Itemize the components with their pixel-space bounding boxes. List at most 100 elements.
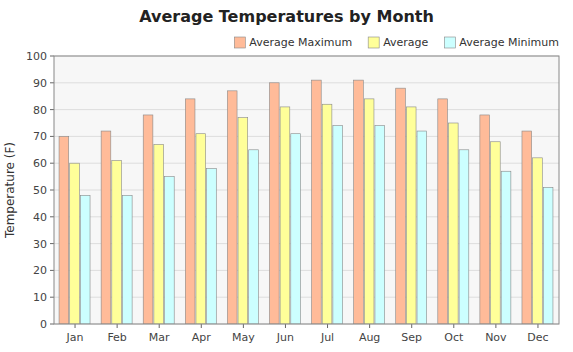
x-tick — [159, 324, 160, 328]
x-tick — [327, 324, 328, 328]
x-tick — [285, 324, 286, 328]
y-tick-label: 50 — [33, 184, 47, 197]
x-tick-label: Aug — [359, 331, 380, 344]
plot-frame — [54, 56, 559, 324]
bar — [438, 99, 448, 324]
x-tick — [117, 324, 118, 328]
grid-line — [54, 109, 559, 110]
y-tick — [50, 270, 54, 271]
x-tick-label: Oct — [444, 331, 464, 344]
bar — [70, 163, 80, 324]
legend-swatch — [444, 37, 455, 48]
y-tick-label: 20 — [33, 264, 47, 277]
y-tick — [50, 216, 54, 217]
x-tick — [411, 324, 412, 328]
y-tick — [50, 82, 54, 83]
bar — [154, 144, 164, 324]
x-tick-label: Sep — [401, 331, 422, 344]
x-tick-label: Jan — [66, 331, 84, 344]
bar — [396, 88, 406, 324]
legend-label: Average Minimum — [459, 36, 559, 49]
bar — [80, 195, 90, 324]
x-tick-label: Jun — [276, 331, 294, 344]
chart-container: Average Temperatures by Month Temperature… — [0, 0, 573, 352]
bar — [522, 131, 532, 324]
bar — [207, 169, 217, 324]
legend-label: Average Maximum — [249, 36, 352, 49]
x-tick — [453, 324, 454, 328]
bar — [322, 104, 332, 324]
x-tick — [243, 324, 244, 328]
bar — [101, 131, 111, 324]
chart: Average Temperatures by Month Temperature… — [0, 0, 573, 352]
bar — [375, 126, 385, 324]
bar — [196, 134, 206, 324]
bar — [280, 107, 290, 324]
x-tick — [201, 324, 202, 328]
y-tick-label: 30 — [33, 238, 47, 251]
y-tick — [50, 163, 54, 164]
x-tick-label: May — [232, 331, 255, 344]
bar — [354, 80, 364, 324]
bar — [269, 83, 279, 324]
x-tick-label: Feb — [107, 331, 126, 344]
y-tick — [50, 324, 54, 325]
bar — [143, 115, 153, 324]
y-tick-label: 0 — [40, 318, 47, 331]
y-tick-label: 90 — [33, 77, 47, 90]
bar — [459, 150, 469, 324]
legend-item: Average — [368, 36, 428, 49]
bar — [406, 107, 416, 324]
bar — [312, 80, 322, 324]
legend-item: Average Maximum — [234, 36, 352, 49]
y-tick-label: 70 — [33, 130, 47, 143]
y-tick-label: 40 — [33, 211, 47, 224]
bar — [112, 161, 122, 324]
y-tick — [50, 56, 54, 57]
bar — [291, 134, 301, 324]
legend-swatch — [368, 37, 379, 48]
bar — [333, 126, 343, 324]
bar — [249, 150, 259, 324]
x-tick — [369, 324, 370, 328]
x-tick-label: Nov — [485, 331, 507, 344]
y-tick-label: 80 — [33, 104, 47, 117]
bar — [480, 115, 490, 324]
y-tick — [50, 109, 54, 110]
legend-label: Average — [383, 36, 428, 49]
x-axis: JanFebMarAprMayJunJulAugSepOctNovDec — [66, 324, 549, 344]
bar — [501, 171, 511, 324]
bars — [59, 80, 553, 324]
y-tick-label: 10 — [33, 291, 47, 304]
x-tick — [75, 324, 76, 328]
bar — [59, 136, 69, 324]
y-axis: 0 10 20 30 40 50 60 70 80 90 100 — [26, 50, 559, 331]
x-tick — [495, 324, 496, 328]
legend-item: Average Minimum — [444, 36, 559, 49]
y-tick — [50, 136, 54, 137]
y-tick-label: 100 — [26, 50, 47, 63]
bar — [364, 99, 374, 324]
bar — [448, 123, 458, 324]
y-tick-label: 60 — [33, 157, 47, 170]
bar — [543, 187, 553, 324]
plot-background — [54, 56, 559, 324]
legend-swatch — [234, 37, 245, 48]
title: Average Temperatures by Month — [139, 7, 434, 26]
x-tick — [537, 324, 538, 328]
x-tick-label: Mar — [149, 331, 170, 344]
grid-line — [54, 82, 559, 83]
x-tick-label: Jul — [320, 331, 334, 344]
bar — [122, 195, 132, 324]
y-tick — [50, 297, 54, 298]
bar — [491, 142, 501, 324]
x-tick-label: Apr — [192, 331, 212, 344]
bar — [417, 131, 427, 324]
legend: Average Maximum Average Average Minimum — [234, 36, 559, 49]
bar — [227, 91, 237, 324]
bar — [238, 118, 248, 324]
y-tick — [50, 243, 54, 244]
bar — [165, 177, 175, 324]
y-axis-label: Temperature (F) — [3, 142, 17, 239]
bar — [185, 99, 195, 324]
